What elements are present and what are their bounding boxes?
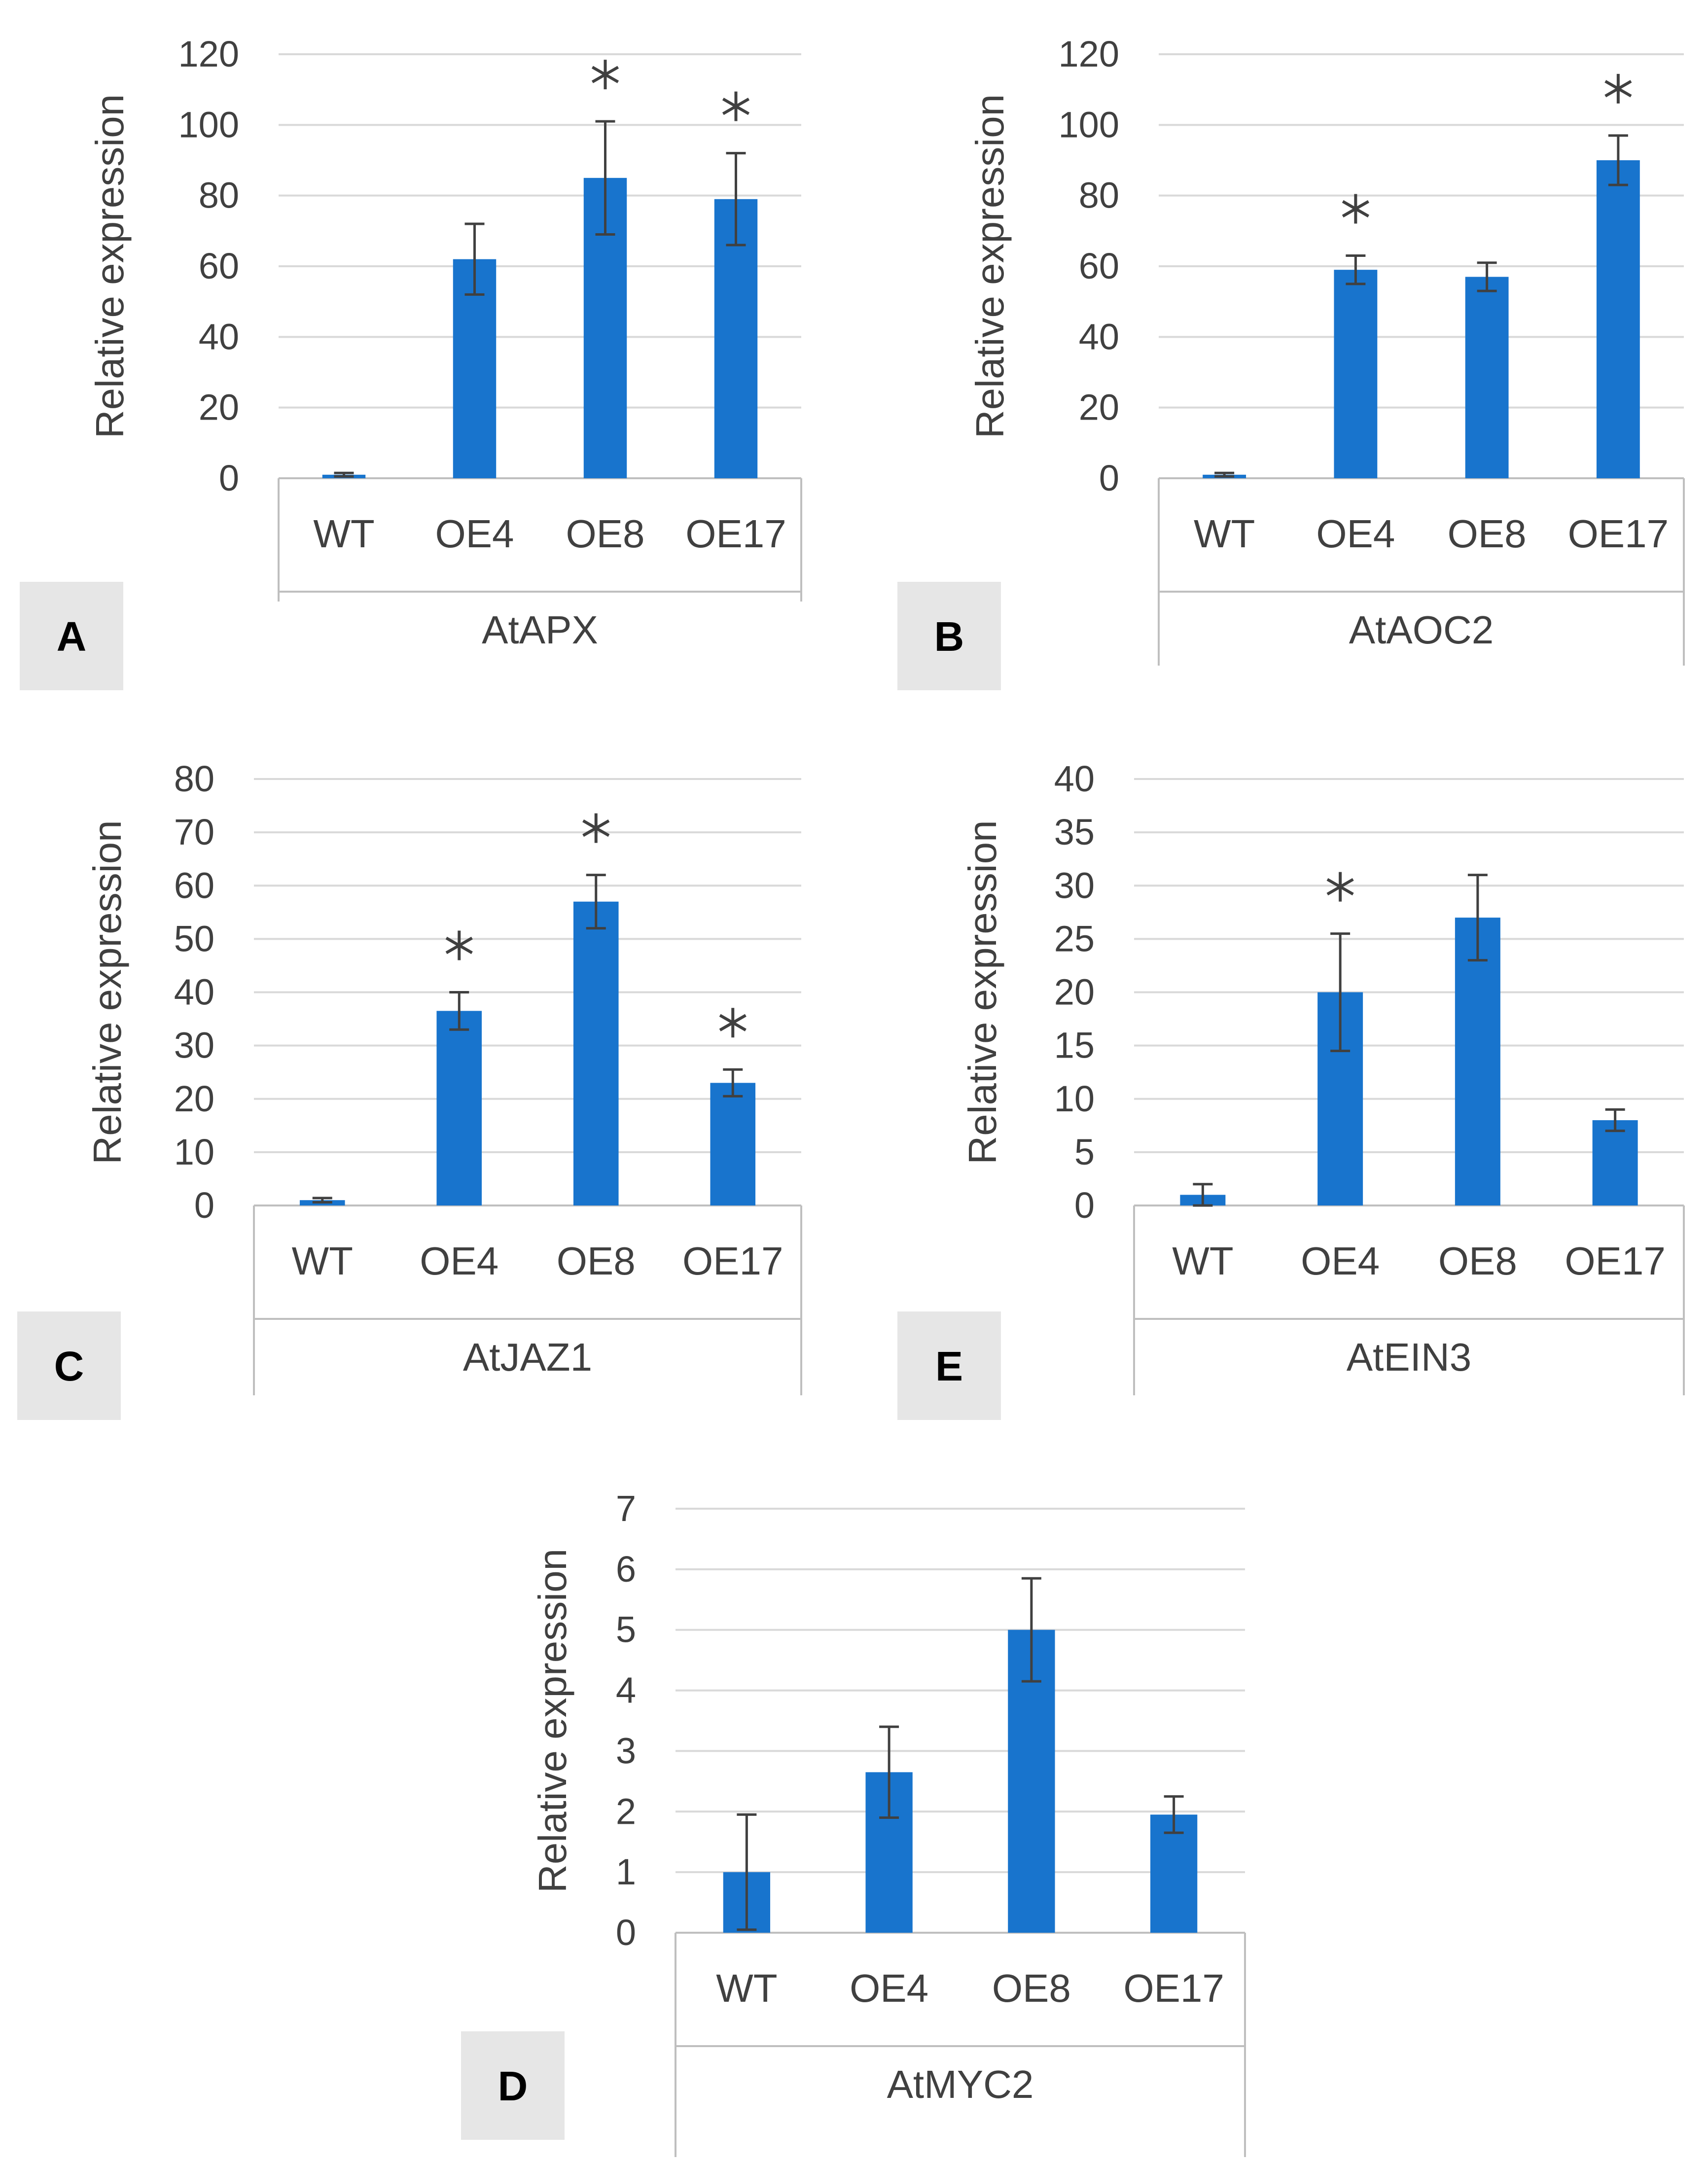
panel-d-ytick-label: 5	[616, 1609, 636, 1650]
panel-c-ytick-label: 0	[194, 1185, 214, 1226]
panel-e-panel-label-box	[897, 1311, 1001, 1420]
panel-e-ytick-label: 15	[1054, 1025, 1095, 1066]
panel-e-ylabel: Relative expression	[961, 820, 1004, 1164]
panel-e-ytick-label: 25	[1054, 918, 1095, 959]
panel-d-group-label: AtMYC2	[887, 2062, 1034, 2106]
panel-a-ytick-label: 100	[178, 104, 239, 145]
panel-a-category-label: OE4	[435, 512, 514, 556]
panel-a-category-label: WT	[313, 512, 374, 556]
panel-d-category-label: OE4	[850, 1966, 928, 2010]
panel-b-significance-star	[1604, 73, 1632, 104]
panel-b-significance-star	[1342, 194, 1369, 224]
panel-e-ytick-label: 10	[1054, 1078, 1095, 1119]
panel-c-ytick-label: 70	[174, 812, 214, 852]
panel-e-ytick-label: 35	[1054, 812, 1095, 852]
panel-c-group-label: AtJAZ1	[463, 1335, 592, 1379]
panel-e-category-label: OE4	[1301, 1239, 1380, 1283]
panel-a-ytick-label: 80	[199, 175, 239, 216]
panel-e-ytick-label: 20	[1054, 972, 1095, 1013]
panel-d-ytick-label: 2	[616, 1791, 636, 1832]
panel-d-ytick-label: 1	[616, 1851, 636, 1892]
panel-b-ytick-label: 0	[1099, 458, 1119, 498]
panel-a-ytick-label: 40	[199, 316, 239, 357]
panel-d-ytick-label: 4	[616, 1670, 636, 1711]
panel-b-ytick-label: 100	[1059, 104, 1119, 145]
panel-c-category-label: OE4	[420, 1239, 498, 1283]
panel-b-ytick-label: 60	[1079, 246, 1119, 286]
panel-b-ytick-label: 80	[1079, 175, 1119, 216]
panel-b-bar-oe17[interactable]	[1596, 160, 1640, 478]
panel-c-ytick-label: 40	[174, 972, 214, 1013]
panel-d-category-label: OE17	[1123, 1966, 1224, 2010]
panel-c-category-label: WT	[292, 1239, 353, 1283]
panel-a-ytick-label: 120	[178, 34, 239, 74]
panel-c-significance-star	[582, 813, 610, 843]
panel-e-significance-star	[1326, 872, 1354, 902]
panel-c-significance-star	[445, 930, 473, 960]
panel-e-panel-label: E	[935, 1343, 963, 1389]
panel-b-category-label: WT	[1194, 512, 1255, 556]
panel-a-ylabel: Relative expression	[88, 94, 132, 438]
panel-d-panel-label: D	[498, 2063, 528, 2109]
panel-e-bar-oe17[interactable]	[1592, 1120, 1638, 1205]
panel-b-ytick-label: 40	[1079, 316, 1119, 357]
panel-c-bar-oe17[interactable]	[710, 1083, 756, 1205]
panel-a-ytick-label: 20	[199, 387, 239, 428]
panel-d-ytick-label: 7	[616, 1488, 636, 1529]
panel-c-bar-oe8[interactable]	[573, 901, 619, 1205]
panel-c-category-label: OE17	[682, 1239, 783, 1283]
panel-c-category-label: OE8	[557, 1239, 636, 1283]
panel-c-panel-label: C	[54, 1343, 84, 1389]
panel-d-bar-oe17[interactable]	[1150, 1814, 1198, 1933]
panel-a-ytick-label: 0	[219, 458, 239, 498]
panel-c-significance-star	[719, 1008, 747, 1038]
panel-a-ytick-label: 60	[199, 246, 239, 286]
panel-c-panel-label-box	[17, 1311, 121, 1420]
panel-e-ytick-label: 40	[1054, 758, 1095, 799]
panel-e-category-label: WT	[1172, 1239, 1233, 1283]
panel-e-category-label: OE17	[1565, 1239, 1666, 1283]
panel-d-category-label: OE8	[992, 1966, 1071, 2010]
panel-c-ytick-label: 10	[174, 1132, 214, 1172]
panel-d-ytick-label: 6	[616, 1549, 636, 1590]
panel-c-bar-oe4[interactable]	[436, 1011, 482, 1205]
panel-b-ylabel: Relative expression	[968, 94, 1012, 438]
panel-e-ytick-label: 5	[1074, 1132, 1095, 1172]
panel-c-ytick-label: 30	[174, 1025, 214, 1066]
panel-b-panel-label: B	[934, 613, 964, 660]
panel-e-bar-oe8[interactable]	[1455, 918, 1500, 1205]
panel-b-ytick-label: 20	[1079, 387, 1119, 428]
panel-b-category-label: OE17	[1568, 512, 1669, 556]
panel-b-panel-label-box	[897, 582, 1001, 690]
panel-d-ytick-label: 0	[616, 1912, 636, 1953]
panel-c-ylabel: Relative expression	[85, 820, 129, 1164]
panel-c-ytick-label: 20	[174, 1078, 214, 1119]
panel-b-category-label: OE4	[1316, 512, 1395, 556]
panel-c-ytick-label: 50	[174, 918, 214, 959]
panel-d-category-label: WT	[716, 1966, 777, 2010]
panel-b-bar-oe8[interactable]	[1465, 277, 1509, 479]
panel-d-ytick-label: 3	[616, 1730, 636, 1771]
panel-e-ytick-label: 30	[1054, 865, 1095, 906]
panel-a-group-label: AtAPX	[482, 608, 598, 652]
panel-e-category-label: OE8	[1438, 1239, 1517, 1283]
panel-a-category-label: OE17	[685, 512, 786, 556]
panel-c-ytick-label: 80	[174, 758, 214, 799]
panel-e-ytick-label: 0	[1074, 1185, 1095, 1226]
panel-b-group-label: AtAOC2	[1349, 608, 1494, 652]
panel-a-panel-label: A	[57, 613, 87, 660]
panel-a-panel-label-box	[20, 582, 123, 690]
panel-a-category-label: OE8	[566, 512, 644, 556]
panel-a-significance-star	[722, 91, 750, 121]
panel-a-significance-star	[591, 60, 619, 90]
panel-d-ylabel: Relative expression	[531, 1549, 574, 1893]
panel-b-category-label: OE8	[1448, 512, 1527, 556]
panel-e-group-label: AtEIN3	[1347, 1335, 1471, 1379]
panel-b-bar-oe4[interactable]	[1334, 270, 1378, 478]
panel-d-panel-label-box	[461, 2031, 565, 2140]
panel-c-ytick-label: 60	[174, 865, 214, 906]
panel-b-ytick-label: 120	[1059, 34, 1119, 74]
